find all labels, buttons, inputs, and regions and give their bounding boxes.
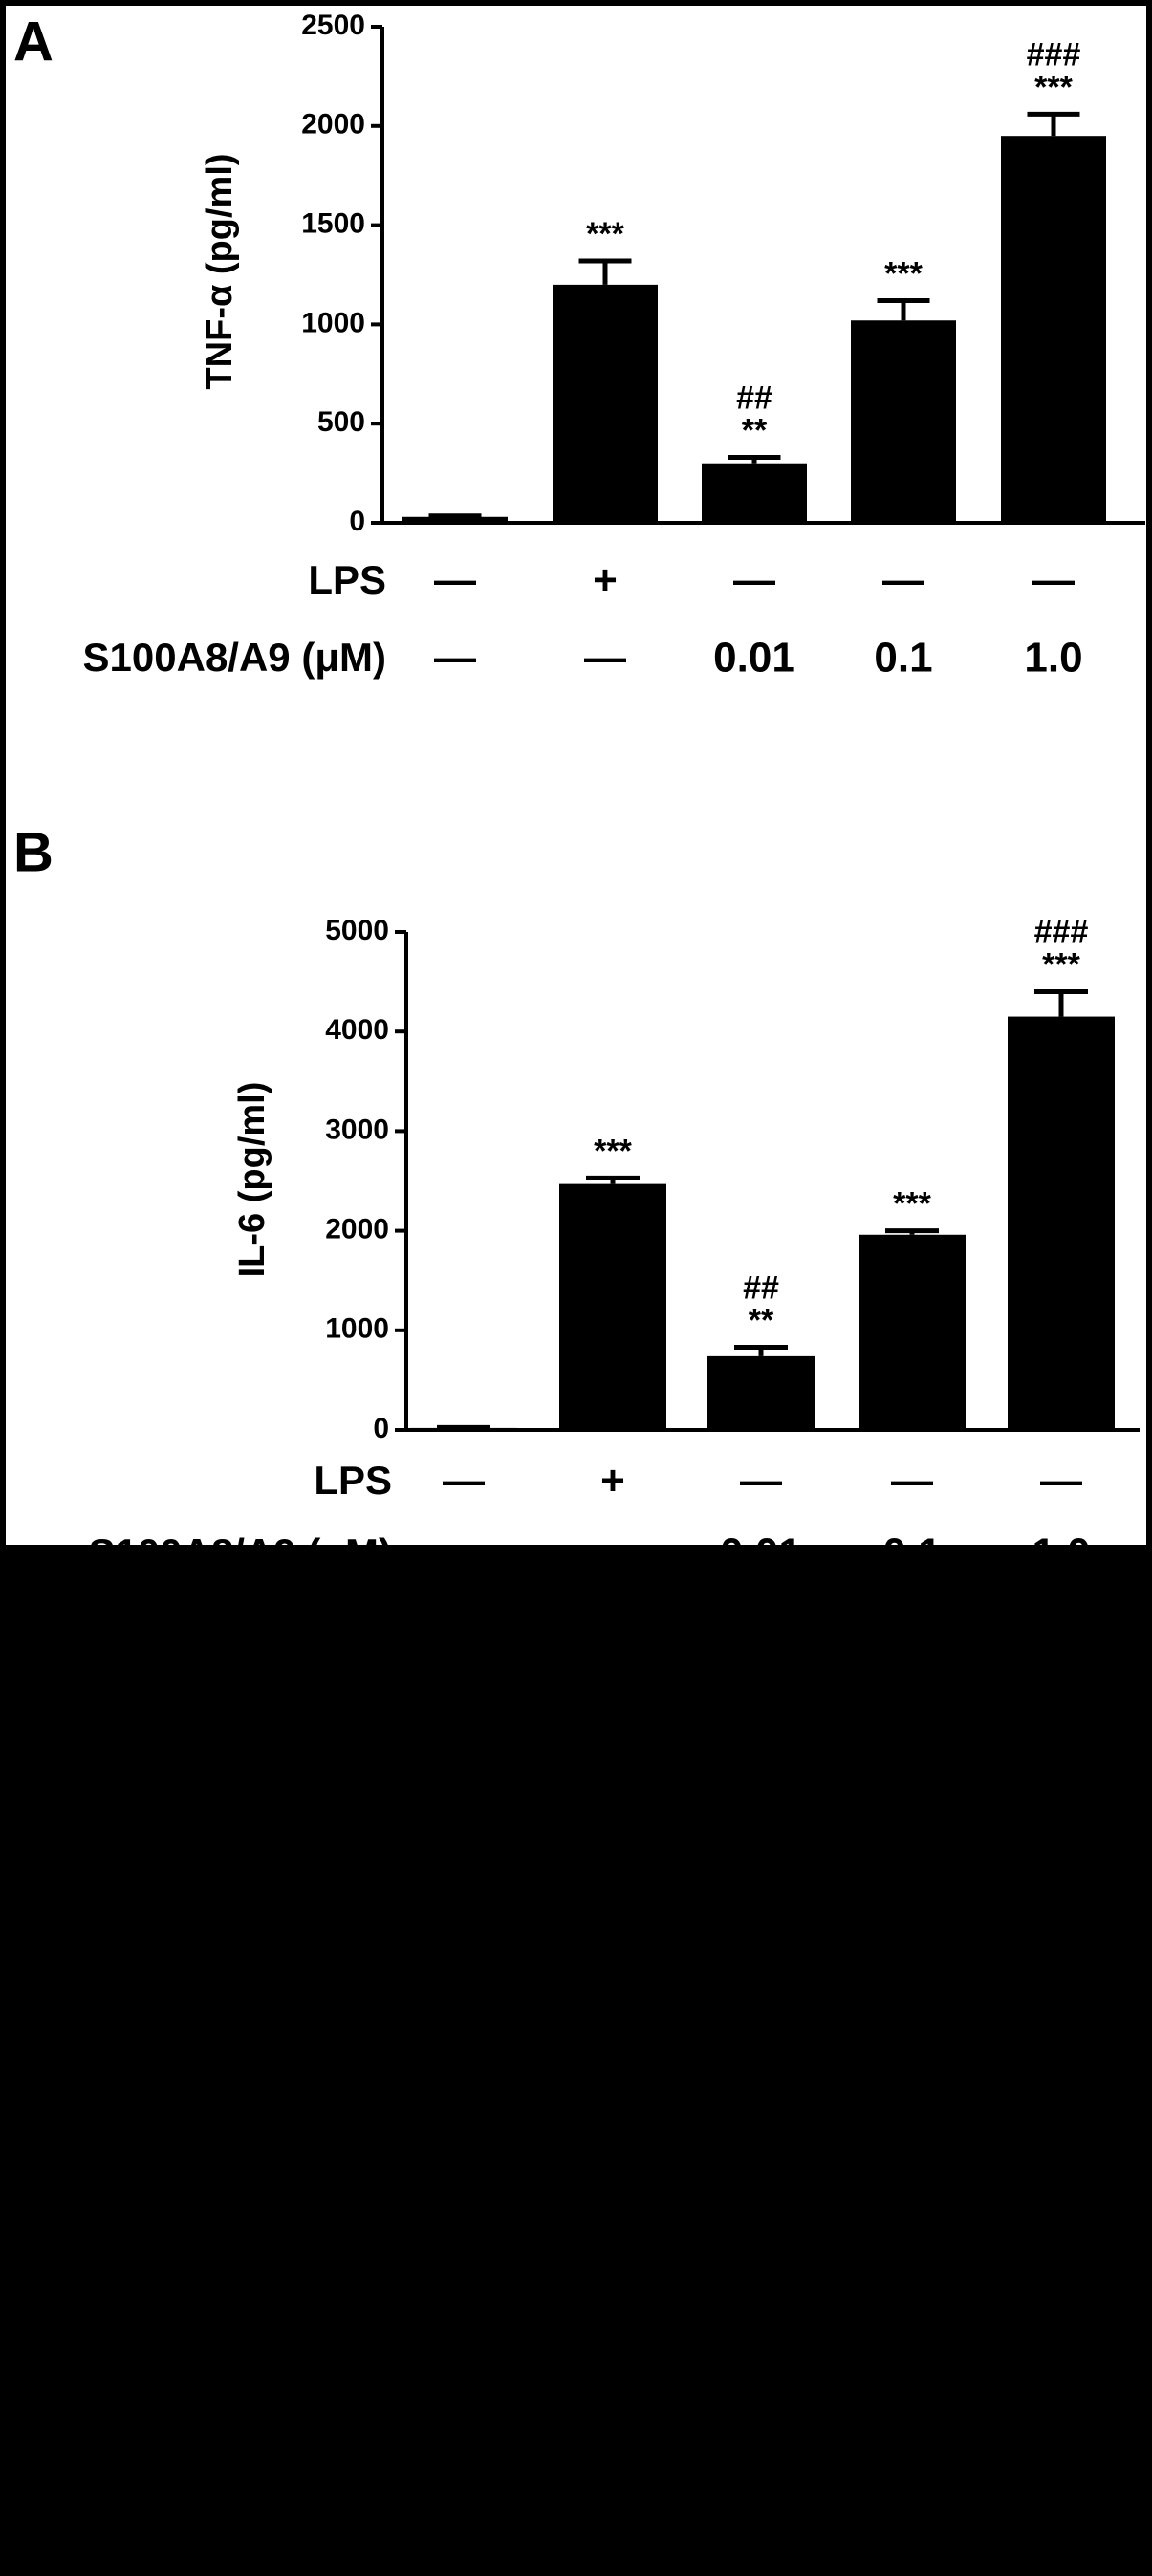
significance-label: ## [736,379,772,416]
significance-label: *** [884,255,923,292]
bar [559,1183,666,1430]
cover [0,1545,1152,2576]
significance-label: ** [742,412,768,448]
condition-value: — [1040,1458,1082,1504]
condition-value: — [443,1458,485,1504]
bar [707,1355,815,1430]
y-tick-label: 5000 [325,915,389,946]
condition-label: S100A8/A9 (μM) [83,635,386,680]
bar [1001,136,1106,523]
bar [702,463,807,523]
bar [851,320,956,523]
condition-value: — [434,557,476,604]
condition-value: — [1032,557,1075,604]
significance-label: ### [1027,36,1081,73]
y-tick-label: 2500 [301,10,365,41]
y-tick-label: 4000 [325,1014,389,1046]
condition-value: — [882,557,924,604]
significance-label: ## [743,1269,779,1306]
y-tick-label: 2000 [325,1214,389,1245]
significance-label: *** [1034,69,1073,105]
bar [1008,1016,1115,1430]
condition-label: LPS [314,1458,392,1503]
significance-label: *** [586,216,624,252]
y-axis-label: TNF-α (pg/ml) [200,153,240,389]
condition-value: 0.01 [713,635,795,682]
condition-label: LPS [308,557,386,602]
y-tick-label: 1500 [301,208,365,240]
significance-label: ** [749,1302,774,1338]
y-tick-label: 500 [317,406,365,438]
y-axis-label: IL-6 (pg/ml) [232,1082,272,1278]
condition-value: — [434,635,476,682]
condition-value: — [584,635,626,682]
panel-label: B [13,821,54,883]
bar [859,1234,966,1430]
significance-label: *** [1042,947,1080,984]
bar [553,284,658,523]
condition-value: + [600,1458,625,1504]
y-tick-label: 1000 [325,1313,389,1345]
condition-value: — [740,1458,782,1504]
condition-value: 1.0 [1024,635,1082,682]
y-tick-label: 0 [349,506,365,537]
condition-value: — [733,557,775,604]
significance-label: *** [594,1133,632,1169]
y-tick-label: 2000 [301,109,365,141]
significance-label: *** [893,1186,931,1223]
condition-value: 0.1 [874,635,932,682]
panel-label: A [13,11,54,73]
bar [410,1427,517,1431]
y-tick-label: 0 [373,1413,389,1444]
y-tick-label: 1000 [301,307,365,338]
condition-value: — [891,1458,933,1504]
significance-label: ### [1034,915,1089,951]
condition-value: + [593,557,618,604]
y-tick-label: 3000 [325,1114,389,1145]
bar [402,516,508,523]
